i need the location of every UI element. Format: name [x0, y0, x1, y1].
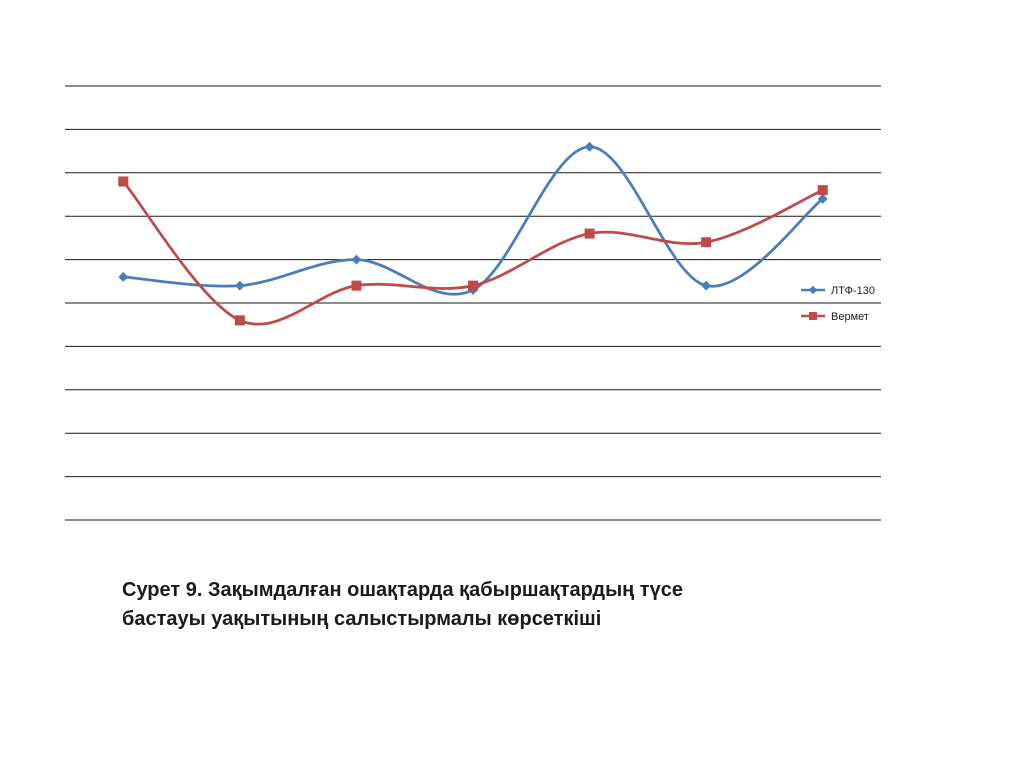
legend-marker-square-icon — [809, 312, 817, 320]
data-point-s0-1 — [234, 280, 245, 291]
legend-label-vermet: Вермет — [831, 311, 869, 323]
chart-gridlines — [65, 85, 881, 521]
data-point-s0-2 — [351, 254, 362, 265]
caption-line-1: Сурет 9. Зақымдалған ошақтарда қабыршақт… — [122, 579, 683, 601]
data-point-s0-6 — [817, 193, 828, 204]
caption-line-2: бастауы уақытының салыстырмалы көрсеткіш… — [122, 608, 602, 630]
data-point-s0-4 — [584, 141, 595, 152]
chart-series-markers — [118, 141, 828, 326]
data-point-s1-2 — [351, 280, 362, 291]
figure-caption: Сурет 9. Зақымдалған ошақтарда қабыршақт… — [122, 576, 842, 634]
chart-series-lines — [121, 145, 825, 326]
legend-label-ltf130: ЛТФ-130 — [831, 285, 875, 297]
legend-entry-vermet: Вермет — [801, 311, 869, 323]
data-point-s1-6 — [817, 185, 828, 196]
legend-entry-ltf130: ЛТФ-130 — [801, 285, 875, 297]
data-point-s0-0 — [118, 272, 129, 282]
data-point-s0-5 — [701, 280, 712, 291]
legend-marker-diamond-icon — [808, 285, 818, 295]
data-point-s1-5 — [701, 237, 712, 248]
data-point-s1-1 — [234, 315, 245, 326]
data-point-s1-0 — [118, 176, 129, 187]
data-point-s1-3 — [468, 280, 478, 291]
series-line-0 — [121, 145, 825, 296]
data-point-s1-4 — [584, 228, 595, 239]
chart-legend: ЛТФ-130 Вермет — [801, 285, 875, 323]
